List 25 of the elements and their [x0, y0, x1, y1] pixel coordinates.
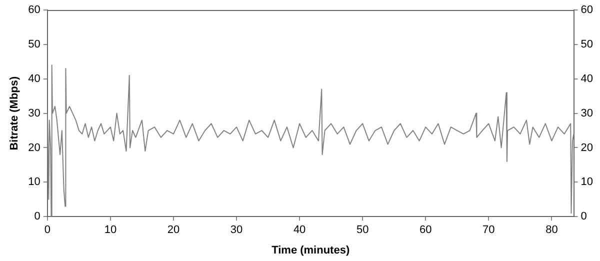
x-tick-label: 70 — [482, 224, 495, 236]
y-tick-label: 30 — [28, 107, 40, 120]
y2-tick-label: 20 — [580, 142, 594, 154]
x-tick-label: 80 — [546, 224, 558, 236]
y2-tick-label: 50 — [580, 38, 594, 50]
y-axis-title: Bitrate (Mbps) — [8, 76, 21, 150]
x-tick-label: 10 — [104, 224, 117, 236]
x-tick-label: 40 — [293, 224, 306, 236]
y-tick-label: 0 — [34, 210, 40, 223]
y-tick-label: 10 — [28, 176, 40, 188]
y2-tick-label: 0 — [580, 210, 587, 223]
y2-tick-label: 40 — [580, 72, 594, 85]
x-tick-label: 60 — [420, 224, 432, 236]
y2-tick-label: 10 — [580, 176, 594, 188]
y-tick-label: 60 — [28, 4, 40, 16]
x-axis-title: Time (minutes) — [272, 244, 350, 256]
y-tick-label: 40 — [28, 72, 40, 85]
x-tick-label: 50 — [356, 224, 369, 236]
x-tick-label: 20 — [167, 224, 180, 236]
y-tick-label: 20 — [28, 142, 40, 154]
x-tick-label: 0 — [44, 224, 50, 236]
y2-tick-label: 60 — [580, 4, 594, 16]
y2-tick-label: 30 — [580, 107, 594, 120]
x-tick-label: 30 — [230, 224, 243, 236]
y-tick-label: 50 — [28, 38, 40, 50]
